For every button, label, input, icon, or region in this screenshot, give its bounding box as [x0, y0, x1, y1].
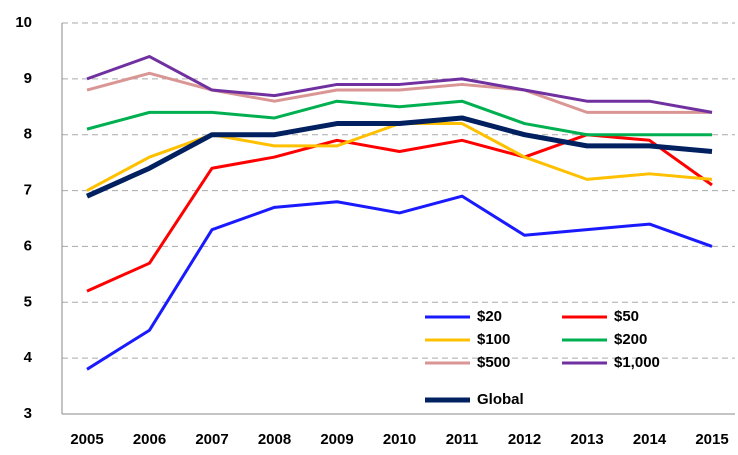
x-tick-label: 2014 [633, 431, 667, 448]
y-tick-label: 9 [24, 70, 32, 87]
series-line [86, 55, 713, 114]
x-tick-label: 2008 [258, 431, 291, 448]
y-tick-label: 3 [24, 405, 32, 422]
y-tick-label: 10 [15, 14, 32, 31]
x-tick-label: 2013 [570, 431, 603, 448]
legend-label: $1,000 [614, 354, 660, 371]
series-line [85, 115, 713, 199]
legend-label: $200 [614, 331, 647, 348]
x-tick-label: 2012 [508, 431, 541, 448]
legend-label: $500 [477, 354, 510, 371]
y-tick-label: 4 [24, 349, 33, 366]
series-line [86, 99, 712, 137]
legend-label: $100 [477, 331, 510, 348]
x-tick-label: 2011 [446, 431, 479, 448]
legend-label: $50 [614, 308, 639, 325]
series-line [86, 133, 713, 293]
x-tick-label: 2006 [133, 431, 166, 448]
y-tick-label: 8 [24, 126, 32, 143]
series-line [86, 71, 712, 114]
x-tick-label: 2015 [695, 431, 728, 448]
legend-label: $20 [477, 308, 502, 325]
x-tick-label: 2009 [320, 431, 353, 448]
series-line [86, 194, 713, 371]
x-tick-label: 2007 [195, 431, 228, 448]
legend-label: Global [477, 391, 524, 408]
y-tick-label: 7 [24, 182, 32, 199]
y-tick-label: 5 [24, 293, 32, 310]
y-tick-label: 6 [24, 237, 32, 254]
x-tick-label: 2010 [383, 431, 416, 448]
x-tick-label: 2005 [70, 431, 103, 448]
